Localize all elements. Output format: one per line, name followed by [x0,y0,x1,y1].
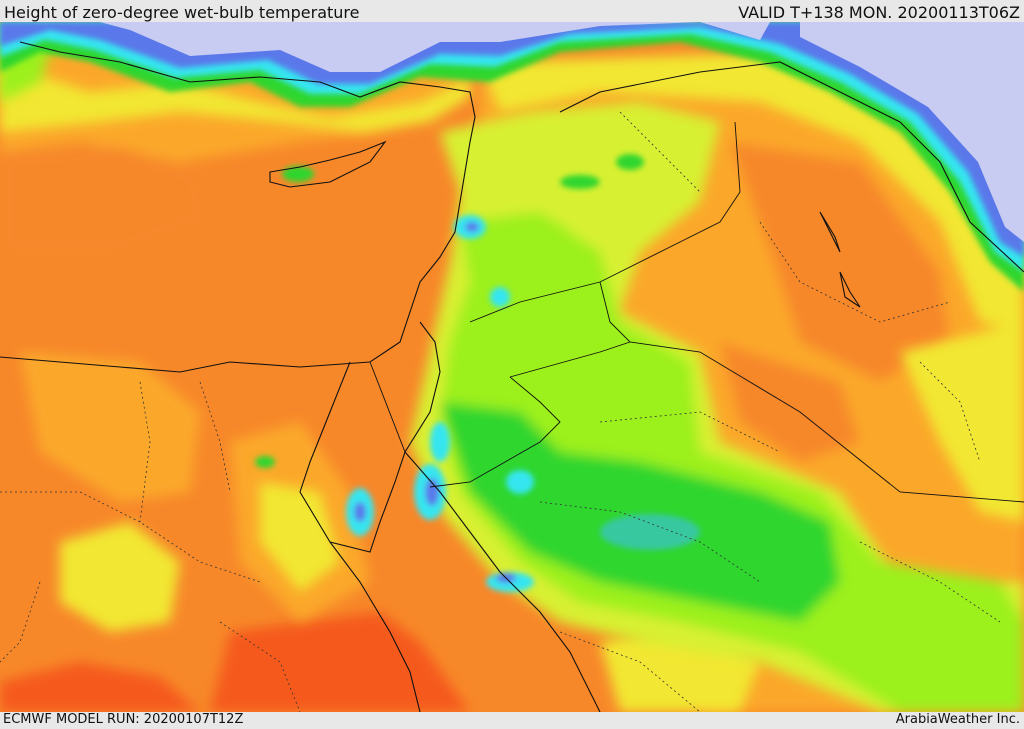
admin-boundaries [0,111,1001,712]
coastlines [0,41,1024,712]
country-borders [369,121,1024,503]
cold-pockets [255,154,700,592]
forecast-map[interactable] [0,22,1024,712]
footer-bar: ECMWF MODEL RUN: 20200107T12Z ArabiaWeat… [0,712,1024,729]
green-zones [0,22,1024,712]
red-orange-zone [0,612,470,712]
valid-time: VALID T+138 MON. 20200113T06Z [738,3,1020,22]
header-bar: Height of zero-degree wet-bulb temperatu… [0,0,1024,22]
credit: ArabiaWeather Inc. [895,712,1020,727]
north-cold-band [0,22,1024,292]
model-run: ECMWF MODEL RUN: 20200107T12Z [3,712,244,727]
map-title: Height of zero-degree wet-bulb temperatu… [4,3,360,22]
map-canvas [0,22,1024,712]
